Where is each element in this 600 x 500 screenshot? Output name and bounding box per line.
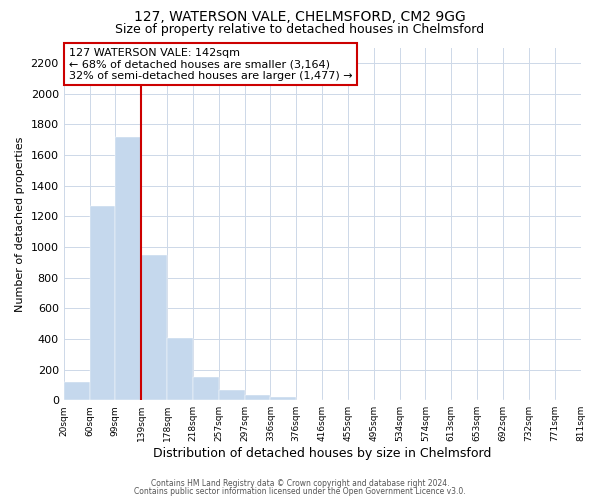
X-axis label: Distribution of detached houses by size in Chelmsford: Distribution of detached houses by size …: [153, 447, 491, 460]
Text: Contains HM Land Registry data © Crown copyright and database right 2024.: Contains HM Land Registry data © Crown c…: [151, 478, 449, 488]
Text: 127 WATERSON VALE: 142sqm
← 68% of detached houses are smaller (3,164)
32% of se: 127 WATERSON VALE: 142sqm ← 68% of detac…: [69, 48, 352, 80]
Text: 127, WATERSON VALE, CHELMSFORD, CM2 9GG: 127, WATERSON VALE, CHELMSFORD, CM2 9GG: [134, 10, 466, 24]
Bar: [245, 395, 271, 400]
Bar: [219, 390, 245, 400]
Bar: [64, 382, 89, 400]
Bar: [167, 338, 193, 400]
Text: Size of property relative to detached houses in Chelmsford: Size of property relative to detached ho…: [115, 22, 485, 36]
Bar: [141, 256, 167, 400]
Y-axis label: Number of detached properties: Number of detached properties: [15, 136, 25, 312]
Bar: [193, 377, 219, 400]
Text: Contains public sector information licensed under the Open Government Licence v3: Contains public sector information licen…: [134, 487, 466, 496]
Bar: [89, 206, 115, 400]
Bar: [271, 398, 296, 400]
Bar: [115, 137, 141, 400]
